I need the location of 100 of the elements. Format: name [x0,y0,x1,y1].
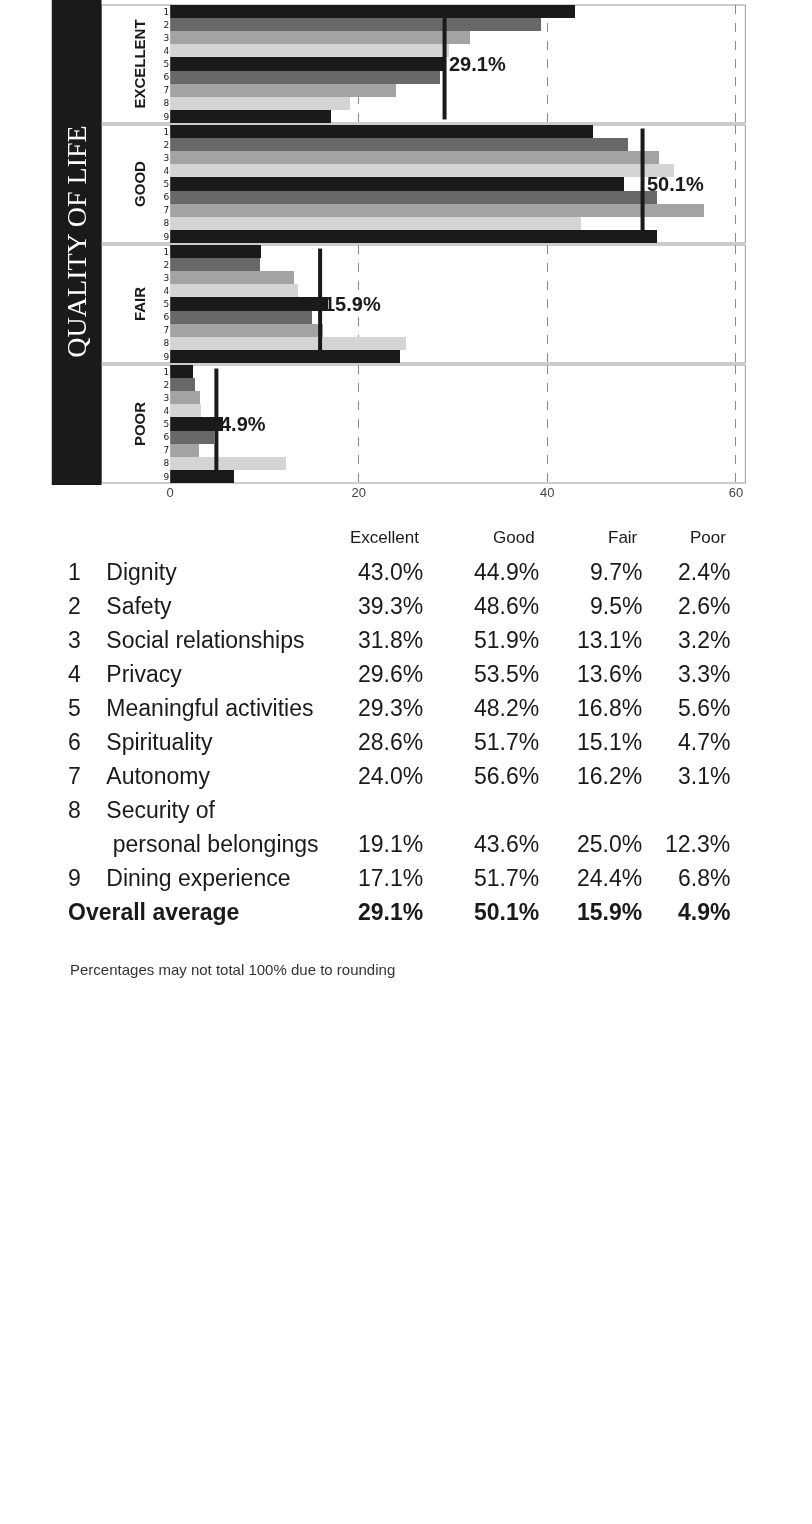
text: 13.1% [577,627,643,653]
bar [170,284,299,297]
y-tick-label: 5 [163,179,170,190]
text: 2.4% [678,559,731,585]
category-label: Good [493,528,535,547]
bar [170,311,313,324]
y-axis-title: FAIR [130,286,148,322]
y-tick-label: 8 [163,218,170,229]
bar [170,258,261,271]
text: 24.4% [577,865,643,891]
y-tick-label: 9 [163,351,170,362]
text: 53.5% [474,661,540,687]
y-tick-label: 1 [163,246,170,257]
bar [170,71,441,84]
y-tick-label: 4 [163,406,170,417]
category-label: Overall average [68,899,240,925]
text: 29.3% [358,695,424,721]
text: 48.2% [474,695,540,721]
y-tick-label: 4 [163,166,170,177]
text: 28.6% [358,729,424,755]
category-label: 8 Security of [68,797,216,823]
x-tick-label: 60 [728,485,744,500]
text: 44.9% [474,559,540,585]
bar [170,164,675,177]
text: 51.7% [474,865,540,891]
text: 5.6% [678,695,731,721]
bar [170,84,397,97]
bar [170,177,625,191]
text: 29.1% [358,899,424,925]
y-tick-label: 3 [163,152,170,163]
y-tick-label: 5 [163,299,170,310]
text: 4.7% [678,729,731,755]
y-tick-label: 1 [163,126,170,137]
text: 13.6% [577,661,643,687]
y-tick-label: 6 [163,312,170,323]
category-label: 1 Dignity [68,559,177,585]
y-tick-label: 5 [163,59,170,70]
y-tick-label: 9 [163,231,170,242]
category-label: 5 Meaningful activities [68,695,314,721]
text: 43.6% [474,831,540,857]
bar [170,125,594,138]
text: 3.1% [678,763,731,789]
category-label: 9 Dining experience [68,865,291,891]
y-tick-label: 8 [163,338,170,349]
y-tick-label: 6 [163,432,170,443]
text: 39.3% [358,593,424,619]
y-tick-label: 7 [163,85,170,96]
ref-line-label: 4.9% [220,413,266,435]
y-tick-label: 4 [163,46,170,57]
bar [170,18,542,31]
category-label: Excellent [350,528,420,547]
bar [170,138,629,151]
text: 2.6% [678,593,731,619]
bar [170,431,215,444]
y-tick-label: 9 [163,111,170,122]
y-axis-title: EXCELLENT [130,19,148,109]
ref-line-label: 15.9% [324,293,381,315]
y-tick-label: 7 [163,325,170,336]
y-tick-label: 6 [163,192,170,203]
y-tick-label: 5 [163,419,170,430]
y-tick-label: 2 [163,19,170,30]
ref-line-label: 29.1% [449,53,506,75]
text: 12.3% [665,831,731,857]
bar [170,444,200,457]
y-tick-label: 6 [163,72,170,83]
text: 51.9% [474,627,540,653]
bar [170,391,201,404]
text: 16.8% [577,695,643,721]
category-label: personal belongings [112,831,319,857]
bar [170,31,471,44]
bar [170,245,262,258]
x-tick-label: 0 [166,485,174,500]
bar [170,271,295,284]
bar [170,97,351,110]
text: 43.0% [358,559,424,585]
y-tick-label: 8 [163,458,170,469]
text: 9.7% [590,559,643,585]
text: 3.3% [678,661,731,687]
ref-line-label: 50.1% [647,173,704,195]
text: 50.1% [474,899,540,925]
y-axis-title: POOR [130,401,148,447]
bar [170,457,287,470]
category-label: 4 Privacy [68,661,182,687]
y-tick-label: 2 [163,139,170,150]
text: 24.0% [358,763,424,789]
y-tick-label: 2 [163,379,170,390]
text: 6.8% [678,865,731,891]
text: 4.9% [678,899,731,925]
text: 31.8% [358,627,424,653]
text: 16.2% [577,763,643,789]
text: 17.1% [358,865,424,891]
category-label: 7 Autonomy [68,763,210,789]
bar [170,378,196,391]
bar [170,337,407,350]
y-tick-label: 8 [163,98,170,109]
text: 48.6% [474,593,540,619]
y-tick-label: 4 [163,286,170,297]
y-tick-label: 7 [163,205,170,216]
y-tick-label: 7 [163,445,170,456]
bar [170,324,324,337]
